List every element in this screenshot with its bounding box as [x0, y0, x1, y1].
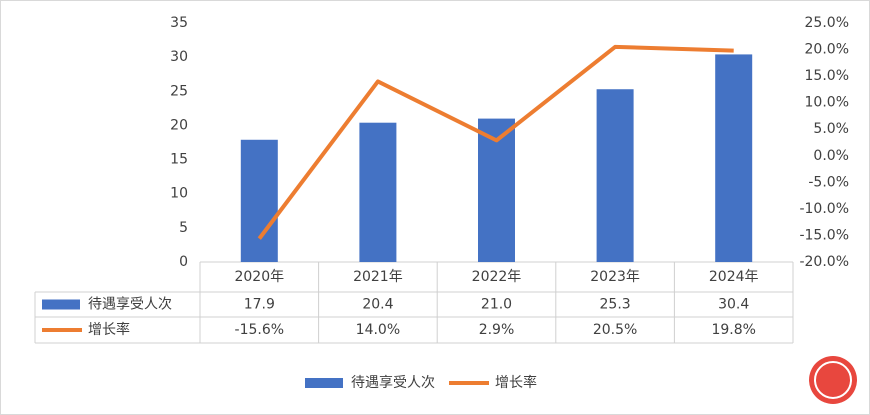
y2-tick-label: 20.0% — [805, 42, 849, 58]
x-tick-label: 2024年 — [709, 269, 759, 285]
y-tick-label: 0 — [179, 254, 188, 270]
bar — [715, 54, 753, 262]
table-cell: 30.4 — [718, 297, 749, 313]
x-tick-label: 2022年 — [472, 269, 522, 285]
y-tick-label: 5 — [179, 220, 188, 236]
legend-label: 增长率 — [495, 374, 537, 391]
bar — [359, 122, 397, 262]
y2-tick-label: -5.0% — [808, 174, 849, 190]
y2-tick-label: -10.0% — [799, 201, 849, 217]
table-cell: 19.8% — [711, 322, 755, 338]
table-cell: 17.9 — [244, 297, 275, 313]
y2-tick-label: 0.0% — [813, 148, 849, 164]
y-tick-label: 10 — [170, 186, 188, 202]
x-tick-label: 2021年 — [353, 269, 403, 285]
legend-label: 待遇享受人次 — [351, 374, 435, 391]
y-tick-label: 25 — [170, 83, 188, 99]
table-cell: -15.6% — [235, 322, 285, 338]
watermark-ring — [814, 361, 852, 399]
y-tick-label: 20 — [170, 117, 188, 133]
y2-tick-label: 25.0% — [805, 15, 849, 31]
bar — [240, 139, 278, 262]
table-row-header: 待遇享受人次 — [88, 296, 172, 313]
x-tick-label: 2023年 — [590, 269, 640, 285]
y2-tick-label: -15.0% — [799, 227, 849, 243]
bar — [596, 89, 634, 262]
table-legend-key — [42, 299, 80, 310]
y2-tick-label: 10.0% — [805, 95, 849, 111]
watermark-logo — [809, 356, 857, 404]
table-row-header: 增长率 — [88, 321, 130, 338]
table-cell: 2.9% — [479, 322, 515, 338]
table-cell: 14.0% — [356, 322, 400, 338]
table-cell: 20.5% — [593, 322, 637, 338]
y-tick-label: 30 — [170, 49, 188, 65]
table-cell: 20.4 — [362, 297, 393, 313]
y2-tick-label: 5.0% — [813, 121, 849, 137]
table-cell: 25.3 — [600, 297, 631, 313]
table-cell: 21.0 — [481, 297, 512, 313]
bar — [478, 118, 515, 262]
x-tick-label: 2020年 — [234, 269, 284, 285]
line — [257, 44, 734, 240]
y-tick-label: 35 — [170, 15, 188, 31]
legend-key — [305, 378, 343, 388]
y2-tick-label: -20.0% — [799, 254, 849, 270]
y-tick-label: 15 — [170, 152, 188, 168]
y2-tick-label: 15.0% — [805, 68, 849, 84]
watermark — [809, 356, 857, 404]
